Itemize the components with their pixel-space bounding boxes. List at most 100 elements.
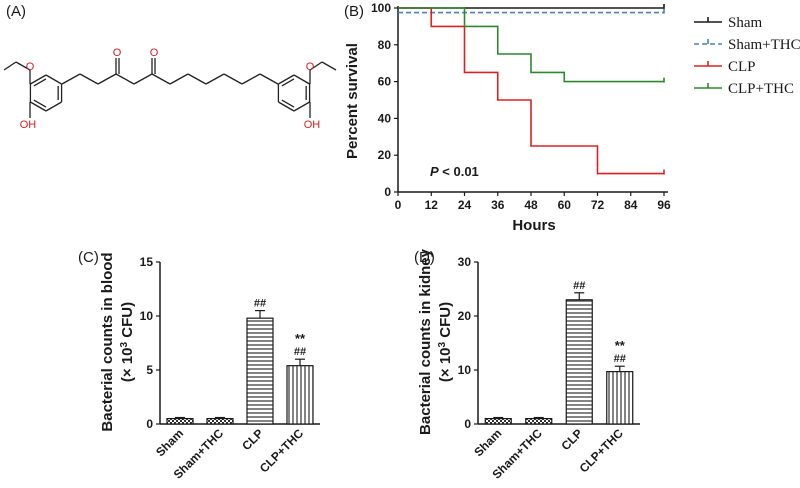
panel-label-a: (A) bbox=[6, 3, 26, 20]
survival-y-tick-label: 80 bbox=[378, 38, 392, 52]
right-ring-bond bbox=[293, 101, 310, 112]
left-ring-bond bbox=[30, 101, 47, 112]
chain-bond bbox=[223, 73, 243, 85]
significance-mark: ## bbox=[573, 280, 585, 292]
blood-unit-prefix: (× 10 bbox=[119, 347, 136, 382]
bar-clp bbox=[565, 299, 593, 425]
molecule-bonds bbox=[3, 58, 337, 118]
survival-y-axis-title: Percent survival bbox=[344, 43, 361, 159]
bar-category-label: CLP bbox=[559, 426, 586, 453]
survival-x-tick-label: 12 bbox=[425, 198, 439, 212]
survival-x-tick-label: 36 bbox=[491, 198, 505, 212]
methoxy-oxygen-label: O bbox=[26, 61, 35, 73]
left-methoxy-methyl bbox=[3, 61, 17, 71]
bar-y-tick-label: 0 bbox=[146, 417, 153, 431]
survival-x-tick-label: 48 bbox=[524, 198, 538, 212]
right-methoxy-bond bbox=[309, 61, 323, 71]
right-methoxy-methyl bbox=[321, 61, 337, 71]
bar-y-tick-label: 15 bbox=[140, 255, 154, 269]
significance-mark: ** bbox=[295, 331, 306, 346]
bar-y-tick-label: 20 bbox=[458, 309, 472, 323]
methoxy-oxygen-label: O bbox=[306, 61, 315, 73]
significance-mark: ## bbox=[294, 346, 306, 358]
ketone-oxygen-label: O bbox=[113, 47, 122, 59]
bar-y-tick-label: 10 bbox=[458, 363, 472, 377]
bar-sham bbox=[484, 418, 512, 425]
significance-mark: ** bbox=[615, 338, 626, 353]
panel-label-b: (B) bbox=[344, 3, 364, 20]
right-ring-bond bbox=[293, 74, 310, 85]
legend-label: Sham+THC bbox=[728, 37, 800, 53]
survival-x-tick-label: 96 bbox=[657, 198, 671, 212]
survival-x-tick-label: 84 bbox=[624, 198, 638, 212]
survival-y-tick-label: 60 bbox=[378, 75, 392, 89]
ketone-oxygen-label: O bbox=[150, 47, 159, 59]
kidney-y-axis-unit: (× 103 CFU) bbox=[437, 302, 454, 382]
bar-y-tick-label: 10 bbox=[140, 309, 154, 323]
left-ring-double-bond bbox=[33, 78, 47, 87]
survival-x-tick-label: 60 bbox=[558, 198, 572, 212]
bar-clp-plus-thc bbox=[606, 371, 634, 425]
significance-mark: ## bbox=[614, 353, 626, 365]
chain-bond bbox=[187, 73, 207, 85]
right-ring-double-bond bbox=[281, 78, 295, 87]
panel-label-c: (C) bbox=[78, 249, 99, 266]
survival-y-tick-label: 0 bbox=[384, 185, 391, 199]
blood-unit-suffix: CFU) bbox=[119, 302, 136, 342]
legend-label: Sham bbox=[728, 15, 763, 31]
chain-bond bbox=[259, 73, 279, 85]
right-ring-bond bbox=[278, 101, 295, 112]
blood-unit-sup: 3 bbox=[119, 341, 130, 347]
blood-y-axis-title: Bacterial counts in blood bbox=[99, 252, 116, 431]
chain-bond bbox=[61, 73, 81, 85]
bar-category-label: CLP+THC bbox=[577, 426, 627, 476]
chain-bond bbox=[79, 73, 99, 85]
kidney-y-axis-title: Bacterial counts in kidney bbox=[417, 248, 434, 435]
legend-label: CLP+THC bbox=[728, 81, 794, 97]
bar-clp-plus-thc bbox=[286, 365, 314, 425]
survival-legend: Sham Sham+THC CLP CLP+THC bbox=[694, 15, 800, 97]
left-ring-bond bbox=[30, 74, 47, 85]
bar-sham-plus-thc bbox=[525, 418, 553, 425]
chain-bond bbox=[205, 73, 225, 85]
hydroxyl-label: OH bbox=[304, 119, 321, 131]
survival-series bbox=[398, 4, 665, 175]
survival-axes bbox=[394, 6, 668, 196]
chain-bond bbox=[97, 73, 117, 85]
bar-clp bbox=[246, 317, 274, 425]
molecule-labels: O O O O OH OH bbox=[20, 47, 321, 131]
survival-x-tick-label: 0 bbox=[395, 198, 402, 212]
left-ring-bond bbox=[45, 101, 62, 112]
chain-bond bbox=[133, 73, 153, 85]
bar-category-label: Sham bbox=[471, 426, 504, 459]
survival-series-clp bbox=[398, 7, 664, 175]
survival-y-tick-label: 20 bbox=[378, 148, 392, 162]
bar-y-tick-label: 5 bbox=[146, 363, 153, 377]
kidney-unit-suffix: CFU) bbox=[437, 302, 454, 342]
chain-bond bbox=[151, 73, 171, 85]
survival-y-tick-label: 40 bbox=[378, 111, 392, 125]
legend-label: CLP bbox=[728, 59, 756, 75]
survival-x-axis-title: Hours bbox=[512, 217, 555, 234]
blood-y-axis-unit: (× 103 CFU) bbox=[119, 302, 136, 382]
kidney-unit-prefix: (× 10 bbox=[437, 347, 454, 382]
panel-label-d: (D) bbox=[414, 249, 435, 266]
bar-y-tick-label: 30 bbox=[458, 255, 472, 269]
right-ring-double-bond bbox=[281, 99, 295, 108]
kidney-unit-sup: 3 bbox=[437, 341, 448, 347]
survival-tick-labels: 0 12 24 36 48 60 72 84 96 0 20 40 60 80 100 bbox=[371, 1, 671, 212]
p-value-annotation: P < 0.01 bbox=[430, 164, 479, 179]
significance-mark: ## bbox=[254, 298, 266, 310]
bar-y-tick-label: 0 bbox=[464, 417, 471, 431]
survival-x-tick-label: 24 bbox=[458, 198, 472, 212]
left-methoxy-bond bbox=[15, 61, 31, 71]
left-ring-double-bond bbox=[33, 99, 47, 108]
chain-bond bbox=[241, 73, 261, 85]
chain-bond bbox=[169, 73, 189, 85]
survival-series-clp-plus-thc bbox=[398, 7, 664, 83]
left-ring-bond bbox=[45, 74, 62, 85]
